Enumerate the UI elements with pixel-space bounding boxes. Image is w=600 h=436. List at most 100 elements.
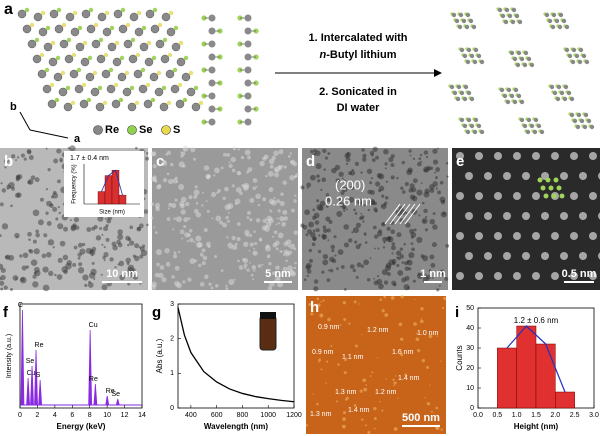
atom bbox=[134, 27, 144, 37]
texture bbox=[426, 165, 432, 171]
texture bbox=[210, 191, 217, 198]
texture bbox=[101, 243, 104, 246]
texture bbox=[174, 280, 180, 287]
texture bbox=[208, 282, 212, 286]
texture bbox=[28, 238, 31, 241]
atom bbox=[569, 112, 575, 118]
texture bbox=[117, 263, 120, 266]
texture bbox=[0, 274, 6, 281]
texture bbox=[385, 180, 389, 183]
lattice-spot bbox=[484, 252, 492, 260]
atom bbox=[554, 18, 560, 24]
texture bbox=[432, 212, 436, 215]
texture bbox=[146, 223, 149, 227]
texture bbox=[247, 167, 253, 173]
texture bbox=[432, 181, 438, 187]
scale-bar-label: 5 nm bbox=[265, 268, 291, 280]
atom bbox=[86, 97, 92, 103]
texture bbox=[342, 417, 346, 422]
lattice-spot bbox=[522, 172, 530, 180]
texture bbox=[310, 232, 316, 238]
texture bbox=[442, 200, 446, 203]
texture bbox=[431, 277, 434, 280]
lattice-spot bbox=[532, 272, 540, 280]
lattice-spot bbox=[513, 272, 521, 280]
atom bbox=[511, 7, 517, 13]
atom bbox=[60, 70, 66, 76]
texture bbox=[162, 177, 168, 183]
x-tick-label: 400 bbox=[185, 412, 197, 419]
atom bbox=[65, 12, 75, 22]
texture bbox=[52, 206, 58, 212]
peak-label: Re bbox=[106, 388, 115, 395]
texture bbox=[226, 153, 231, 157]
texture bbox=[425, 216, 428, 219]
texture bbox=[417, 272, 421, 276]
texture bbox=[282, 266, 288, 272]
texture bbox=[84, 283, 88, 288]
texture bbox=[188, 195, 193, 200]
atom bbox=[92, 70, 98, 76]
lattice-spot bbox=[579, 172, 587, 180]
texture bbox=[267, 256, 270, 259]
texture bbox=[187, 277, 192, 282]
texture bbox=[322, 228, 328, 234]
atom bbox=[522, 62, 528, 68]
peak bbox=[93, 383, 98, 406]
x-tick-label: 2.0 bbox=[550, 412, 560, 419]
texture bbox=[176, 216, 183, 223]
texture bbox=[229, 247, 232, 250]
texture bbox=[384, 162, 388, 166]
atom bbox=[503, 19, 509, 25]
texture bbox=[422, 220, 426, 223]
atom bbox=[515, 62, 521, 68]
texture bbox=[249, 218, 253, 222]
atom bbox=[82, 40, 88, 46]
texture bbox=[393, 381, 397, 385]
texture bbox=[275, 247, 279, 251]
texture bbox=[58, 211, 61, 215]
texture bbox=[420, 160, 422, 163]
texture bbox=[343, 224, 350, 230]
texture bbox=[316, 402, 319, 406]
texture bbox=[440, 428, 443, 431]
texture bbox=[10, 204, 13, 208]
texture bbox=[45, 211, 49, 215]
texture bbox=[338, 171, 344, 177]
texture bbox=[320, 368, 323, 371]
texture bbox=[347, 188, 350, 191]
texture bbox=[293, 230, 299, 235]
texture bbox=[409, 228, 415, 234]
atom bbox=[500, 13, 506, 19]
texture bbox=[334, 254, 337, 257]
texture bbox=[362, 153, 367, 158]
texture bbox=[312, 152, 317, 157]
atom bbox=[117, 72, 127, 82]
texture bbox=[316, 174, 320, 178]
peak-label: Re bbox=[89, 376, 98, 383]
atom bbox=[545, 177, 551, 183]
texture bbox=[306, 269, 312, 274]
texture bbox=[417, 161, 422, 167]
texture bbox=[341, 177, 344, 180]
texture bbox=[279, 216, 285, 222]
atom bbox=[136, 10, 142, 16]
texture bbox=[429, 254, 435, 260]
texture bbox=[101, 233, 104, 236]
texture bbox=[91, 226, 96, 231]
atom bbox=[122, 87, 132, 97]
legend-swatch bbox=[127, 125, 137, 135]
texture bbox=[323, 168, 326, 171]
texture bbox=[358, 243, 362, 246]
atom bbox=[113, 82, 119, 88]
texture bbox=[179, 229, 185, 235]
texture bbox=[72, 262, 77, 267]
texture bbox=[362, 220, 365, 223]
texture bbox=[8, 254, 15, 261]
texture bbox=[55, 217, 59, 221]
texture bbox=[312, 393, 314, 395]
texture bbox=[322, 234, 328, 240]
texture bbox=[87, 282, 94, 288]
texture bbox=[253, 230, 256, 234]
texture bbox=[339, 323, 342, 326]
